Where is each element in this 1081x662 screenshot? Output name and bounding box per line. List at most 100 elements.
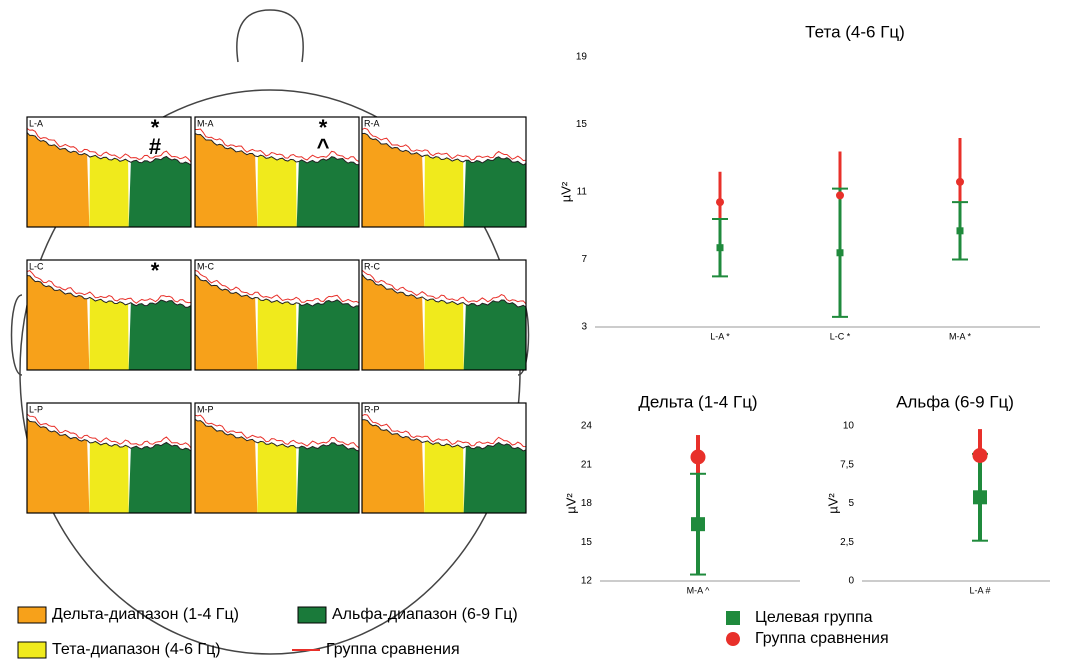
marker-circle: [956, 177, 964, 186]
y-tick-label: 7,5: [840, 459, 854, 470]
comparison-line: [194, 128, 360, 162]
marker-circle: [716, 198, 724, 207]
panel-border: [194, 402, 360, 514]
chart-title: Дельта (1-4 Гц): [638, 392, 757, 411]
marker-circle: [690, 449, 706, 465]
spectrum-line: [361, 132, 527, 166]
spectrum-panel: R-P: [361, 402, 527, 514]
y-tick-label: 11: [577, 187, 588, 198]
legend-label: Альфа-диапазон (6-9 Гц): [332, 606, 518, 623]
comparison-line: [361, 127, 527, 161]
panel-label: M-C: [197, 261, 214, 271]
x-tick-label: L-A *: [710, 331, 730, 341]
panel-border: [194, 259, 360, 371]
panel-label: L-C: [29, 261, 44, 271]
marker-circle: [972, 447, 988, 463]
y-tick-label: 12: [581, 576, 593, 587]
significance-mark: ^: [317, 134, 330, 159]
spectrum-line: [194, 273, 360, 308]
legend-label: Целевая группа: [755, 609, 873, 626]
x-tick-label: M-A ^: [687, 585, 711, 595]
band-area: [128, 156, 191, 227]
spectrum-panel: M-C: [194, 259, 360, 371]
panel-label: R-A: [364, 118, 380, 128]
band-area: [257, 155, 297, 227]
panel-label: R-P: [364, 404, 380, 414]
legend-label: Дельта-диапазон (1-4 Гц): [52, 606, 239, 623]
comparison-line: [26, 127, 192, 163]
spectrum-line: [361, 419, 527, 452]
panel-label: M-P: [197, 404, 214, 414]
y-tick-label: 2,5: [840, 537, 854, 548]
legend-marker: [726, 611, 740, 625]
y-tick-label: 0: [848, 576, 854, 587]
ear-left: [10, 294, 23, 376]
panel-border: [361, 116, 527, 228]
marker-square: [691, 517, 705, 532]
band-area: [128, 442, 191, 513]
panel-label: R-C: [364, 261, 380, 271]
band-area: [89, 297, 129, 370]
panel-label: L-P: [29, 404, 43, 414]
significance-mark: #: [149, 134, 161, 159]
y-tick-label: 7: [581, 254, 587, 265]
band-area: [128, 300, 191, 370]
comparison-line: [194, 269, 360, 304]
spectrum-panel: R-A: [361, 116, 527, 228]
y-tick-label: 21: [581, 459, 593, 470]
legend-label: Группа сравнения: [755, 630, 889, 647]
x-tick-label: L-A #: [969, 585, 990, 595]
y-tick-label: 10: [843, 421, 855, 432]
head-outline: [19, 89, 521, 655]
band-area: [89, 155, 129, 227]
legend-swatch: [17, 606, 47, 624]
y-axis-label: µV²: [563, 493, 578, 514]
band-area: [195, 419, 258, 513]
band-area: [463, 299, 526, 370]
spectrum-panel: L-A *#: [26, 115, 192, 228]
legend-marker: [726, 632, 740, 646]
band-area: [362, 133, 425, 227]
spectrum-line: [26, 275, 192, 308]
marker-circle: [836, 191, 844, 200]
band-area: [27, 275, 90, 370]
y-tick-label: 3: [581, 322, 587, 333]
band-area: [27, 418, 90, 513]
legend-label: Группа сравнения: [326, 641, 460, 658]
band-area: [257, 441, 297, 513]
y-axis-label: µV²: [558, 181, 573, 202]
band-area: [195, 133, 258, 227]
panel-label: M-A: [197, 118, 214, 128]
band-area: [296, 299, 359, 370]
panel-label: L-A: [29, 118, 43, 128]
comparison-line: [361, 269, 527, 305]
y-tick-label: 15: [576, 119, 588, 130]
panel-border: [26, 402, 192, 514]
legend-swatch: [17, 641, 47, 659]
y-tick-label: 19: [576, 52, 588, 63]
spectrum-panel: M-A *^: [194, 115, 360, 228]
y-tick-label: 15: [581, 537, 593, 548]
spectrum-panel: L-C *: [26, 258, 192, 371]
band-area: [424, 155, 464, 227]
y-axis-label: µV²: [825, 493, 840, 514]
panel-border: [194, 116, 360, 228]
nose: [236, 9, 304, 63]
comparison-line: [194, 414, 360, 449]
spectrum-line: [194, 133, 360, 166]
band-area: [362, 419, 425, 513]
y-tick-label: 24: [581, 421, 593, 432]
significance-mark: *: [151, 115, 160, 140]
y-tick-label: 18: [581, 498, 593, 509]
band-area: [463, 442, 526, 513]
band-area: [296, 442, 359, 513]
spectrum-line: [26, 132, 192, 166]
panel-border: [361, 259, 527, 371]
marker-square: [836, 249, 844, 257]
band-area: [424, 440, 464, 513]
band-area: [424, 298, 464, 370]
spectrum-line: [26, 417, 192, 452]
spectrum-line: [194, 418, 360, 452]
marker-square: [716, 244, 724, 252]
